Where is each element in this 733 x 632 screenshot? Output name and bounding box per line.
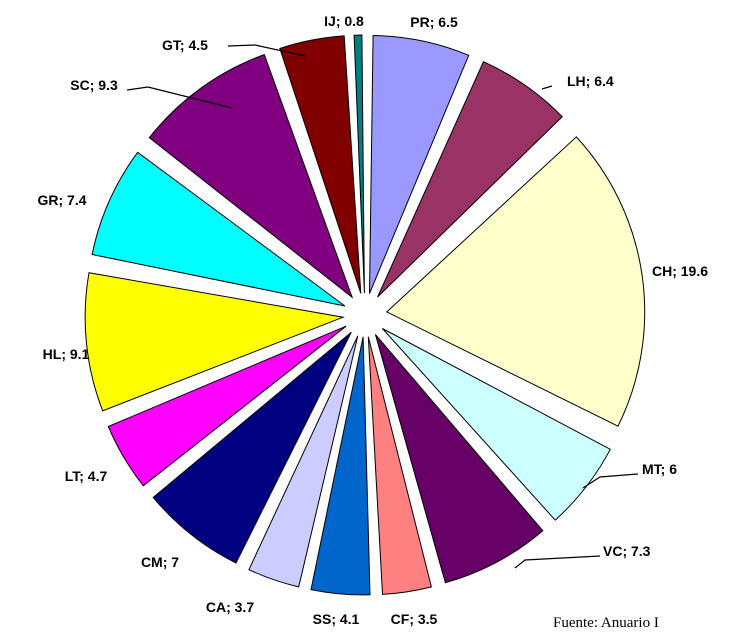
slice-label-lt: LT; 4.7 — [65, 468, 108, 484]
slice-gr — [91, 151, 346, 307]
slice-label-ca: CA; 3.7 — [206, 599, 254, 615]
slice-labels: PR; 6.5 LH; 6.4 CH; 19.6 MT; 6 VC; 7.3 CF; 3.… — [37, 13, 708, 627]
slice-ch — [385, 136, 646, 427]
label-leader-lines — [126, 44, 639, 569]
slice-pr — [369, 34, 470, 294]
slice-label-gr: GR; 7.4 — [37, 192, 86, 208]
slice-label-cf: CF; 3.5 — [391, 611, 438, 627]
slice-ss — [310, 336, 371, 596]
slice-cf — [367, 336, 433, 595]
leader-line-gt — [227, 44, 306, 57]
slice-label-ss: SS; 4.1 — [313, 611, 360, 627]
slice-hl — [84, 272, 345, 412]
slice-label-cm: CM; 7 — [141, 554, 179, 570]
slice-ca — [248, 335, 359, 588]
slice-sc — [148, 53, 354, 299]
leader-line-lh — [541, 85, 553, 90]
slice-label-ch: CH; 19.6 — [652, 263, 708, 279]
slice-label-hl: HL; 9.1 — [43, 346, 90, 362]
source-note: Fuente: Anuario I — [553, 615, 659, 631]
leader-line-vc — [514, 555, 601, 569]
slice-label-mt: MT; 6 — [642, 461, 677, 477]
slice-cm — [152, 331, 352, 564]
slice-label-vc: VC; 7.3 — [603, 543, 651, 559]
slice-label-lh: LH; 6.4 — [567, 73, 614, 89]
slice-label-pr: PR; 6.5 — [410, 14, 458, 30]
slice-vc — [374, 334, 544, 584]
pie-slices — [84, 34, 646, 596]
slice-mt — [382, 328, 611, 521]
leader-line-sc — [126, 86, 233, 109]
slice-lt — [107, 325, 347, 487]
slice-lh — [377, 61, 563, 298]
slice-label-gt: GT; 4.5 — [162, 37, 208, 53]
leader-line-mt — [582, 473, 639, 489]
slice-label-ij: IJ; 0.8 — [324, 13, 364, 29]
slice-gt — [279, 35, 362, 294]
slice-label-sc: SC; 9.3 — [70, 77, 118, 93]
slice-ij — [353, 34, 365, 294]
